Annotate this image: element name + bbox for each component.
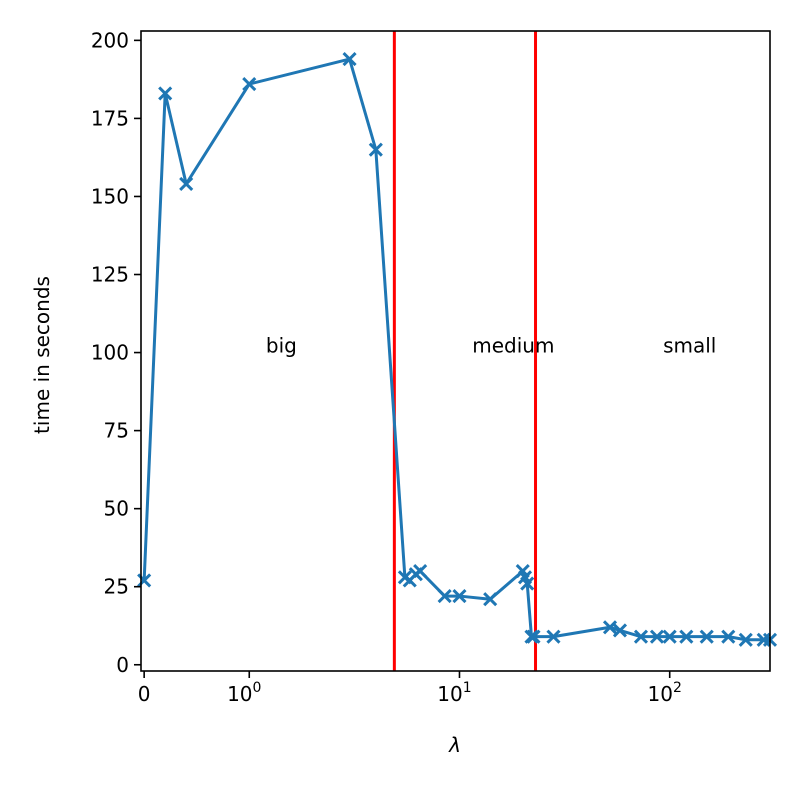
data-point xyxy=(633,629,649,644)
data-point-stroke xyxy=(649,629,665,644)
data-point-stroke xyxy=(342,52,357,67)
data-point xyxy=(738,632,753,647)
data-point xyxy=(679,629,694,644)
series-line xyxy=(137,52,778,647)
data-point-stroke xyxy=(520,576,535,591)
data-point-stroke xyxy=(546,629,561,644)
data-point xyxy=(137,573,152,588)
y-tick-label: 125 xyxy=(91,263,129,287)
data-point xyxy=(520,576,535,591)
data-point-stroke xyxy=(437,589,452,604)
region-label: medium xyxy=(472,334,554,358)
data-point-stroke xyxy=(179,176,194,192)
y-tick-label: 175 xyxy=(91,106,129,130)
data-point xyxy=(413,564,428,579)
region-labels: big medium small xyxy=(266,334,716,358)
y-axis-title: time in seconds xyxy=(30,276,54,434)
y-tick-label: 100 xyxy=(91,341,129,365)
y-tick-label: 25 xyxy=(104,575,129,599)
region-label: small xyxy=(663,334,716,358)
data-point xyxy=(158,86,173,101)
data-point-stroke xyxy=(738,632,753,647)
x-axis-title: λ xyxy=(448,733,461,757)
data-point-stroke xyxy=(368,142,383,157)
data-point xyxy=(721,629,736,644)
region-dividers xyxy=(392,31,538,671)
axes: 0 25 50 75 100 125 150 175 200 0 100 101 102 xyxy=(91,28,771,706)
data-point xyxy=(179,176,194,192)
data-point-stroke xyxy=(699,629,714,644)
data-point-stroke xyxy=(515,564,530,579)
data-point xyxy=(437,589,452,604)
data-point xyxy=(662,629,677,644)
x-tick-label: 102 xyxy=(648,680,682,706)
data-point xyxy=(612,623,628,638)
data-point-stroke xyxy=(517,570,533,585)
data-point-stroke xyxy=(526,629,541,644)
region-label: big xyxy=(266,334,297,358)
data-point xyxy=(483,592,498,607)
y-tick-label: 0 xyxy=(116,653,129,677)
series-layer xyxy=(137,52,778,647)
data-point-stroke xyxy=(242,77,257,92)
x-tick-label: 101 xyxy=(437,680,471,706)
data-point-stroke xyxy=(413,564,428,579)
data-point xyxy=(342,52,357,67)
data-point xyxy=(452,589,467,604)
data-point-stroke xyxy=(158,86,173,101)
data-point-stroke xyxy=(602,620,618,635)
data-point-stroke xyxy=(662,629,677,644)
data-point xyxy=(242,77,257,92)
data-point-stroke xyxy=(452,589,467,604)
data-point-stroke xyxy=(633,629,649,644)
y-tick-label: 150 xyxy=(91,184,129,208)
x-tick-label: 100 xyxy=(227,680,261,706)
data-point-stroke xyxy=(721,629,736,644)
y-tick-label: 75 xyxy=(104,419,129,443)
axes-frame xyxy=(140,30,771,672)
data-point xyxy=(649,629,665,644)
data-point xyxy=(368,142,383,157)
data-point xyxy=(602,620,618,635)
data-point xyxy=(526,629,541,644)
data-point-stroke xyxy=(483,592,498,607)
y-tick-label: 200 xyxy=(91,28,129,52)
data-point xyxy=(699,629,714,644)
x-tick-label: 0 xyxy=(138,682,151,706)
data-point-stroke xyxy=(137,573,152,588)
data-point-stroke xyxy=(679,629,694,644)
data-point-stroke xyxy=(612,623,628,638)
data-point xyxy=(546,629,561,644)
y-tick-label: 50 xyxy=(104,497,129,521)
